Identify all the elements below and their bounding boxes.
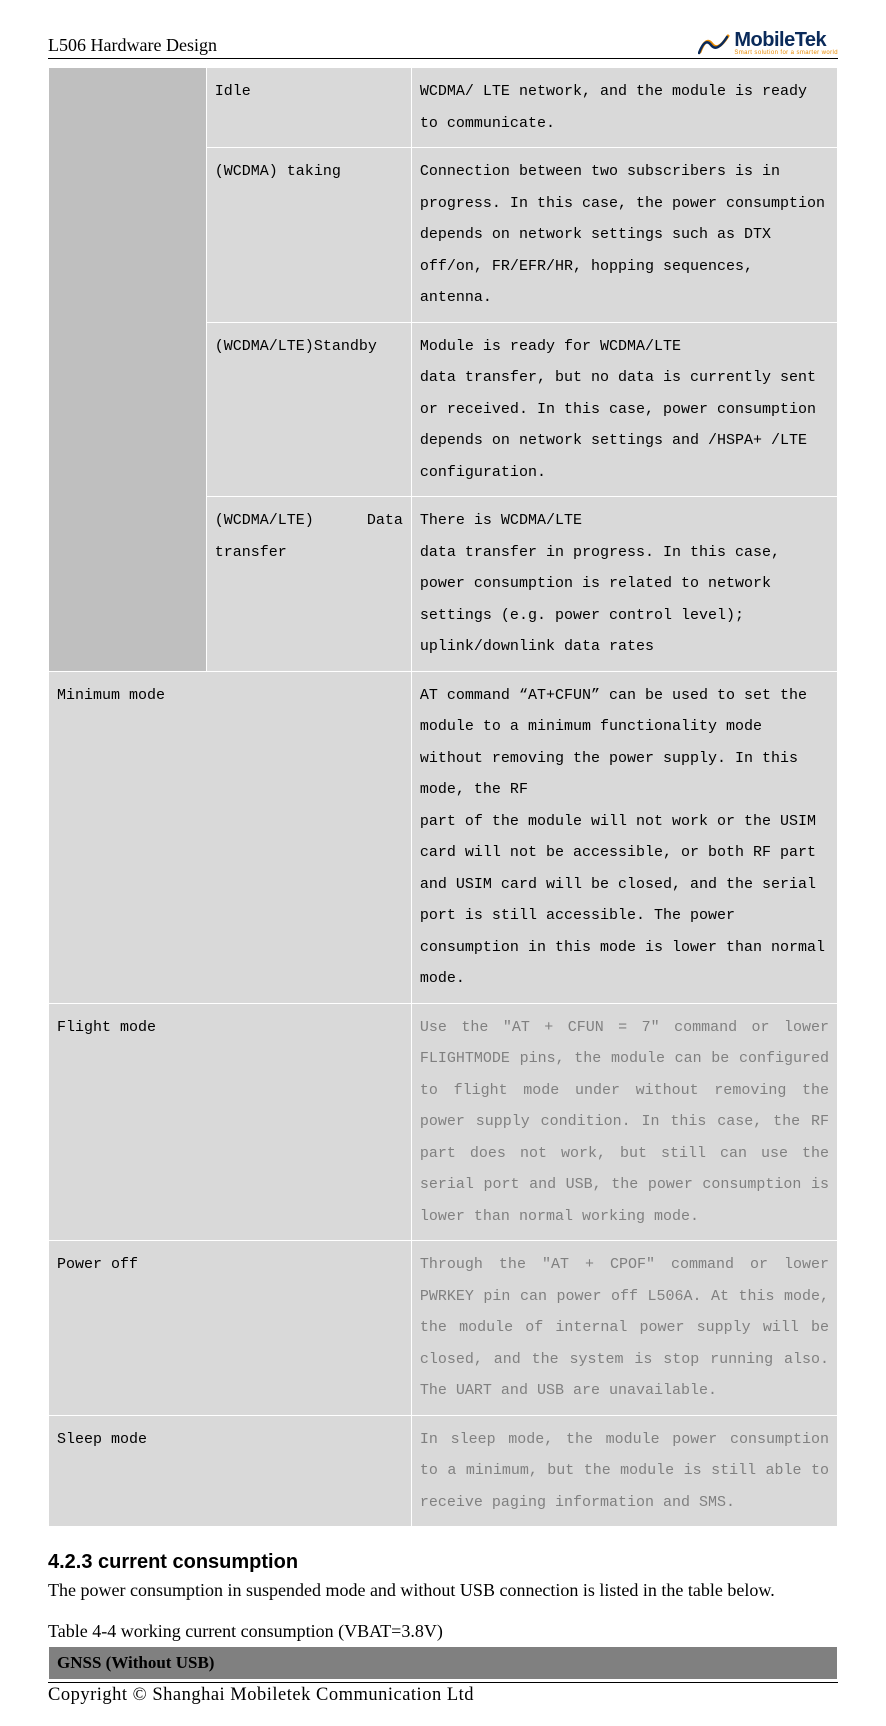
cell-mode: Sleep mode [49, 1415, 412, 1527]
section-heading: 4.2.3 current consumption [48, 1551, 838, 1574]
gnss-header-cell: GNSS (Without USB) [49, 1647, 838, 1680]
cell-desc: Module is ready for WCDMA/LTE data trans… [411, 322, 837, 497]
cell-mode: Power off [49, 1241, 412, 1416]
table-caption: Table 4-4 working current consumption (V… [48, 1621, 838, 1642]
cell-group [49, 68, 207, 672]
section-body: The power consumption in suspended mode … [48, 1578, 838, 1603]
table-row: Minimum mode AT command “AT+CFUN” can be… [49, 671, 838, 1003]
doc-title: L506 Hardware Design [48, 35, 217, 56]
cell-state-l: (WCDMA/LTE) [215, 505, 314, 537]
cell-desc: AT command “AT+CFUN” can be used to set … [411, 671, 837, 1003]
mode-table: Idle WCDMA/ LTE network, and the module … [48, 67, 838, 1527]
page-footer: Copyright © Shanghai Mobiletek Communica… [48, 1682, 838, 1706]
mobiletek-logo-icon [698, 30, 730, 56]
table-row: Flight mode Use the "AT + CFUN = 7" comm… [49, 1003, 838, 1241]
gnss-header-text: GNSS (Without USB) [57, 1653, 214, 1672]
page-header: L506 Hardware Design MobileTek Smart sol… [48, 30, 838, 59]
cell-desc: WCDMA/ LTE network, and the module is re… [411, 68, 837, 148]
cell-desc: Through the "AT + CPOF" command or lower… [411, 1241, 837, 1416]
consumption-table: GNSS (Without USB) [48, 1646, 838, 1680]
cell-desc: In sleep mode, the module power consumpt… [411, 1415, 837, 1527]
table-row: Sleep mode In sleep mode, the module pow… [49, 1415, 838, 1527]
table-header-row: GNSS (Without USB) [49, 1647, 838, 1680]
logo-text-main: MobileTek [734, 30, 838, 50]
cell-state: Idle [206, 68, 411, 148]
cell-state: (WCDMA/LTE)Standby [206, 322, 411, 497]
logo-text-tagline: Smart solution for a smarter world [734, 50, 838, 56]
cell-state: (WCDMA/LTE) Data transfer [206, 497, 411, 672]
cell-state-r: Data [367, 505, 403, 537]
cell-desc: Connection between two subscribers is in… [411, 148, 837, 323]
cell-desc: There is WCDMA/LTE data transfer in prog… [411, 497, 837, 672]
cell-mode: Minimum mode [49, 671, 412, 1003]
cell-desc: Use the "AT + CFUN = 7" command or lower… [411, 1003, 837, 1241]
cell-mode: Flight mode [49, 1003, 412, 1241]
table-row: Power off Through the "AT + CPOF" comman… [49, 1241, 838, 1416]
cell-state-line2: transfer [215, 537, 403, 569]
logo: MobileTek Smart solution for a smarter w… [698, 30, 838, 56]
cell-state: (WCDMA) taking [206, 148, 411, 323]
table-row: Idle WCDMA/ LTE network, and the module … [49, 68, 838, 148]
